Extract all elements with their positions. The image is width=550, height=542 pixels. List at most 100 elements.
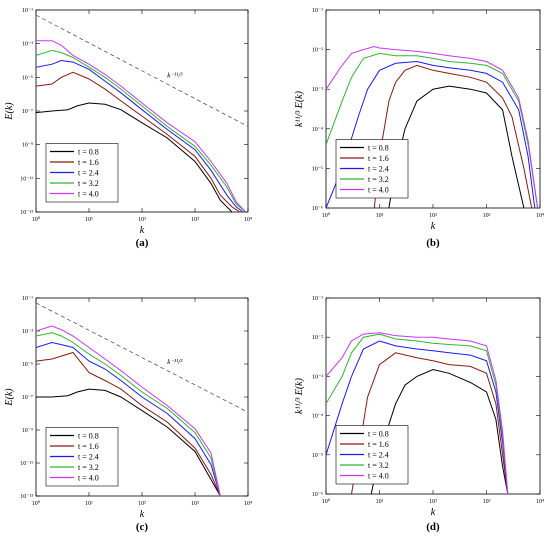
y-tick-label: 10⁻³ [22, 42, 33, 48]
x-tick-label: 10⁴ [536, 499, 544, 505]
y-tick-label: 10⁻³ [22, 329, 33, 335]
x-tick-label: 10³ [191, 501, 199, 507]
legend-entry: t = 2.4 [78, 453, 99, 462]
x-tick-label: 10⁴ [536, 213, 544, 219]
series-line-3 [36, 332, 221, 496]
x-tick-label: 10³ [483, 213, 491, 219]
series-line-1 [36, 71, 241, 212]
x-tick-label: 10¹ [85, 217, 93, 223]
panel-caption: (a) [136, 237, 149, 249]
y-tick-label: 10⁻¹³ [20, 210, 33, 216]
x-tick-label: 10¹ [376, 499, 384, 505]
series-line-0 [388, 85, 525, 208]
x-axis-label: k [431, 221, 436, 232]
series-line-2 [326, 340, 509, 494]
y-axis-label: k¹¹/³ E(k) [294, 90, 305, 127]
legend-entry: t = 2.4 [368, 451, 389, 460]
legend-entry: t = 4.0 [78, 190, 99, 199]
legend-entry: t = 3.2 [78, 179, 99, 188]
panel-caption: (b) [426, 237, 440, 249]
legend-entry: t = 2.4 [78, 169, 99, 178]
series-line-1 [351, 352, 509, 494]
y-tick-label: 10⁻⁴ [312, 127, 323, 133]
y-axis-label: E(k) [4, 102, 15, 121]
panel-caption: (c) [136, 521, 149, 533]
series-line-4 [326, 45, 539, 208]
x-axis-label: k [140, 225, 145, 236]
y-tick-label: 10⁻⁹ [22, 143, 33, 149]
y-tick-label: 10⁻⁹ [22, 428, 33, 434]
panels-group: 10⁰ 10¹ 10² 10³ 10⁴ 10⁻¹ 10⁻³ 10⁻⁵ 10⁻⁷ 10⁻⁹ 10⁻¹¹… [4, 8, 544, 533]
y-tick-label: 10⁻¹ [22, 296, 33, 302]
legend-entry: t = 0.8 [78, 432, 99, 441]
y-tick-label: 10⁻¹³ [20, 494, 33, 500]
y-axis-label: k¹¹/³ E(k) [294, 377, 305, 414]
x-tick-label: 10⁰ [32, 500, 41, 507]
series-line-3 [36, 49, 246, 212]
x-tick-label: 10⁰ [322, 498, 331, 505]
x-tick-label: 10² [429, 213, 437, 219]
slope-annotation: k⁻¹¹/³ [167, 358, 183, 366]
x-tick-label: 10² [138, 501, 146, 507]
y-tick-label: 10⁻¹¹ [20, 461, 33, 467]
data-layer [36, 302, 248, 496]
series-line-0 [36, 102, 233, 212]
y-tick-label: 10⁻⁷ [22, 109, 33, 115]
series-line-0 [370, 368, 509, 494]
y-tick-label: 10⁻⁷ [22, 395, 33, 401]
legend-entry: t = 3.2 [78, 463, 99, 472]
y-tick-label: 10⁻⁶ [312, 206, 323, 212]
y-tick-label: 10⁻³ [312, 87, 323, 93]
y-tick-label: 10⁻¹ [312, 296, 323, 302]
series-line-4 [36, 40, 246, 212]
x-tick-label: 10⁰ [322, 212, 331, 219]
y-tick-label: 10⁻¹¹ [20, 176, 33, 182]
reference-slope-line [36, 302, 248, 413]
y-tick-label: 10⁻¹ [22, 8, 33, 14]
legend-entry: t = 0.8 [368, 430, 389, 439]
legend-entry: t = 2.4 [368, 165, 389, 174]
x-tick-label: 10¹ [376, 213, 384, 219]
legend: t = 0.8t = 1.6 t = 2.4t = 3.2 t = 4.0 [45, 143, 119, 203]
series-line-2 [326, 60, 536, 208]
data-layer [326, 332, 509, 494]
legend-entry: t = 0.8 [368, 144, 389, 153]
chart-panel-2: 10⁰ 10¹ 10² 10³ 10⁴ 10⁻¹ 10⁻³ 10⁻⁵ 10⁻⁷ 10⁻⁹ 10⁻¹¹… [4, 296, 252, 533]
x-tick-label: 10⁴ [244, 217, 252, 223]
y-tick-label: 10⁻⁶ [312, 492, 323, 498]
y-tick-label: 10⁻¹ [312, 8, 323, 14]
slope-annotation: k⁻¹¹/³ [167, 71, 183, 79]
x-tick-label: 10⁴ [244, 501, 252, 507]
legend-entry: t = 1.6 [78, 158, 99, 167]
data-layer [36, 14, 248, 212]
series-line-1 [373, 64, 533, 208]
series-line-3 [326, 333, 509, 494]
y-tick-label: 10⁻⁵ [312, 166, 323, 172]
y-tick-label: 10⁻² [312, 335, 323, 341]
series-line-4 [326, 332, 509, 494]
y-tick-label: 10⁻⁵ [312, 453, 323, 459]
y-tick-label: 10⁻⁴ [312, 414, 323, 420]
x-axis-label: k [431, 507, 436, 518]
legend-entry: t = 3.2 [368, 461, 389, 470]
legend: t = 0.8t = 1.6 t = 2.4t = 3.2 t = 4.0 [335, 139, 409, 199]
x-tick-label: 10³ [191, 217, 199, 223]
reference-slope-line [36, 14, 248, 127]
series-line-2 [36, 59, 244, 212]
x-axis-label: k [140, 509, 145, 520]
legend: t = 0.8t = 1.6 t = 2.4t = 3.2 t = 4.0 [45, 427, 119, 487]
x-tick-label: 10⁰ [32, 216, 41, 223]
legend-entry: t = 0.8 [78, 148, 99, 157]
x-tick-label: 10² [429, 499, 437, 505]
y-tick-label: 10⁻³ [312, 374, 323, 380]
y-tick-label: 10⁻⁵ [22, 362, 33, 368]
legend-entry: t = 1.6 [368, 440, 389, 449]
chart-panel-1: 10⁰ 10¹ 10² 10³ 10⁴ 10⁻¹ 10⁻² 10⁻³ 10⁻⁴ 10⁻⁵ 10⁻⁶ k… [294, 8, 544, 249]
legend-entry: t = 4.0 [368, 186, 389, 195]
x-tick-label: 10² [138, 217, 146, 223]
chart-panel-3: 10⁰ 10¹ 10² 10³ 10⁴ 10⁻¹ 10⁻² 10⁻³ 10⁻⁴ 10⁻⁵ 10⁻⁶ k… [294, 296, 544, 533]
legend-entry: t = 4.0 [368, 472, 389, 481]
series-line-4 [36, 325, 221, 496]
series-line-3 [326, 52, 539, 208]
